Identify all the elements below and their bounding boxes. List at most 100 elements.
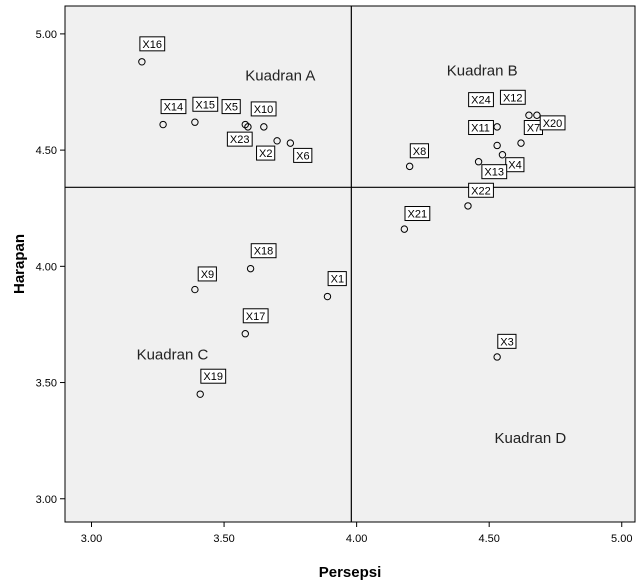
point-label: X22	[468, 182, 494, 198]
data-point	[525, 111, 533, 119]
data-point	[138, 58, 146, 66]
data-point	[286, 139, 295, 147]
data-point	[273, 137, 281, 145]
point-label-box	[250, 101, 277, 117]
quadrant-label: Kuadran A	[245, 67, 315, 84]
data-point	[533, 111, 541, 119]
data-point	[493, 141, 501, 150]
point-label-box	[404, 206, 431, 222]
data-point	[493, 353, 501, 361]
point-label-text: X9	[201, 269, 214, 281]
point-label-box	[293, 147, 313, 163]
point-label: X10	[250, 101, 277, 117]
data-point	[498, 151, 507, 159]
plot-area	[64, 5, 636, 523]
y-tick-label: 3.00	[36, 494, 57, 506]
point-label: X17	[242, 308, 269, 324]
x-tick-label: 5.00	[611, 533, 632, 545]
data-point	[464, 202, 472, 210]
y-axis-label: Harapan	[11, 234, 28, 294]
point-label-box	[497, 333, 517, 349]
y-tick-label: 4.00	[36, 261, 57, 273]
point-label-box	[160, 99, 187, 115]
data-point	[260, 123, 268, 131]
point-label: X18	[250, 243, 277, 259]
point-label-box	[468, 120, 494, 136]
point-label: X2	[256, 145, 276, 161]
x-tick-label: 4.50	[478, 533, 499, 545]
point-label-box	[242, 308, 269, 324]
point-label-text: X21	[408, 209, 428, 221]
point-label: X4	[505, 157, 525, 173]
point-label-text: X11	[471, 123, 490, 135]
data-point	[517, 139, 525, 147]
point-label-box	[250, 243, 277, 259]
point-label-text: X17	[246, 311, 266, 323]
y-tick-label: 5.00	[36, 29, 57, 41]
point-label-text: X19	[203, 371, 223, 383]
point-label-text: X13	[484, 167, 504, 179]
point-label: X21	[404, 206, 431, 222]
point-label-box	[221, 99, 241, 115]
point-label: X8	[409, 143, 430, 159]
data-point	[159, 120, 167, 129]
point-label: X23	[226, 131, 253, 147]
point-label-box	[468, 182, 494, 198]
point-label: X14	[160, 99, 187, 115]
data-point	[244, 123, 252, 131]
data-point	[196, 390, 204, 398]
point-label: X24	[468, 92, 494, 108]
point-label-box	[409, 143, 430, 159]
x-tick-label: 3.00	[81, 533, 102, 545]
point-label-text: X18	[254, 246, 274, 258]
data-point	[241, 330, 249, 338]
point-label-text: X4	[508, 160, 521, 172]
point-label: X9	[197, 266, 217, 282]
point-label-box	[468, 92, 494, 108]
point-label: X20	[539, 115, 566, 131]
point-label: X3	[497, 333, 517, 349]
point-label: X6	[293, 147, 313, 163]
point-label-box	[481, 164, 508, 180]
point-label-text: X8	[413, 146, 426, 158]
point-label-box	[539, 115, 566, 131]
point-label-box	[197, 266, 217, 282]
point-label: X19	[200, 368, 227, 384]
data-point	[246, 264, 255, 273]
point-label-text: X6	[296, 150, 309, 162]
y-tick-label: 4.50	[36, 145, 57, 157]
data-point	[493, 123, 501, 131]
quadrant-label: Kuadran C	[137, 346, 209, 363]
point-label-text: X1	[331, 274, 344, 286]
data-marks: Kuadran A Kuadran B Kuadran C Kuadran D X1 X2…	[65, 6, 635, 522]
point-label-box	[200, 368, 227, 384]
x-tick-label: 3.50	[213, 533, 234, 545]
data-point	[191, 118, 199, 126]
point-label-text: X20	[543, 118, 563, 130]
x-axis-label: Persepsi	[319, 564, 382, 581]
point-label-text: X23	[230, 134, 250, 146]
data-point	[405, 162, 414, 171]
point-label-text: X24	[471, 95, 491, 107]
point-label-box	[327, 271, 347, 287]
point-label-text: X14	[164, 102, 184, 114]
quadrant-label: Kuadran B	[447, 63, 518, 80]
point-label-text: X7	[527, 123, 540, 135]
point-label: X13	[481, 164, 508, 180]
data-point	[400, 225, 409, 233]
point-label-box	[226, 131, 253, 147]
point-label-text: X15	[195, 99, 215, 111]
point-label-box	[139, 36, 166, 52]
point-label-text: X22	[471, 185, 491, 197]
point-label: X5	[221, 99, 241, 115]
point-label-box	[256, 145, 276, 161]
data-point	[191, 285, 199, 294]
point-label: X16	[139, 36, 166, 52]
point-label-box	[192, 96, 219, 112]
point-label-text: X2	[259, 148, 272, 160]
point-label-text: X16	[142, 39, 162, 51]
x-tick-label: 4.00	[346, 533, 367, 545]
point-label: X1	[327, 271, 347, 287]
point-label-text: X3	[500, 336, 513, 348]
